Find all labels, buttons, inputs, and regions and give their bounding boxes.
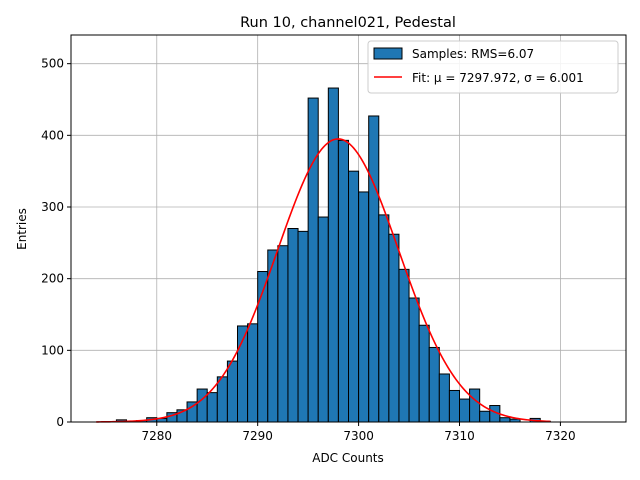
legend: Samples: RMS=6.07 Fit: μ = 7297.972, σ =…: [367, 40, 619, 94]
x-tick-label: 7280: [141, 429, 172, 443]
histogram-bar: [408, 297, 420, 423]
y-axis-label: Entries: [15, 208, 29, 250]
x-axis-label: ADC Counts: [312, 451, 384, 465]
histogram-bar: [368, 115, 380, 423]
y-tick-label: 500: [41, 57, 64, 71]
x-tick-label: 7320: [545, 429, 576, 443]
histogram-bar: [448, 389, 460, 423]
histogram-bar: [277, 245, 289, 423]
x-axis-ticks: 7280 7290 7300 7310 7320: [141, 422, 576, 443]
x-tick-label: 7300: [343, 429, 374, 443]
histogram-bar: [216, 376, 228, 423]
y-tick-label: 300: [41, 200, 64, 214]
x-tick-label: 7310: [444, 429, 475, 443]
histogram-bar: [469, 388, 481, 423]
y-tick-label: 0: [56, 415, 64, 429]
histogram-bar: [428, 346, 440, 423]
histogram-bar: [418, 324, 430, 423]
histogram-bar: [459, 398, 471, 423]
histogram-bar: [206, 392, 218, 423]
legend-box: [367, 40, 619, 94]
histogram-bar: [378, 214, 390, 423]
x-tick-label: 7290: [242, 429, 273, 443]
legend-swatch-samples: [373, 47, 403, 60]
histogram-bar: [438, 373, 450, 423]
histogram-bar: [257, 271, 269, 423]
fit-curve: [96, 138, 551, 423]
histogram-bar: [388, 233, 400, 423]
histogram-bar: [398, 268, 410, 423]
histogram-bar: [337, 139, 349, 423]
histogram-bars: [115, 87, 551, 423]
histogram-bar: [327, 87, 339, 423]
histogram-bar: [297, 230, 309, 423]
histogram-bar: [479, 410, 491, 423]
histogram-bar: [317, 216, 329, 423]
y-tick-label: 400: [41, 128, 64, 142]
y-tick-label: 200: [41, 272, 64, 286]
histogram-bar: [226, 360, 238, 423]
y-tick-label: 100: [41, 343, 64, 357]
histogram-bar: [499, 417, 511, 423]
legend-label-fit: Fit: μ = 7297.972, σ = 6.001: [412, 71, 584, 85]
plot-frame: [70, 34, 627, 423]
histogram-bar: [358, 191, 370, 423]
histogram-bar: [247, 323, 259, 423]
legend-label-samples: Samples: RMS=6.07: [412, 47, 534, 61]
histogram-bar: [196, 388, 208, 423]
histogram-bar: [348, 170, 360, 423]
histogram-bar: [287, 228, 299, 423]
y-axis-ticks: 0 100 200 300 400 500: [41, 57, 71, 429]
chart-title: Run 10, channel021, Pedestal: [240, 15, 456, 31]
histogram-bar: [307, 97, 319, 423]
